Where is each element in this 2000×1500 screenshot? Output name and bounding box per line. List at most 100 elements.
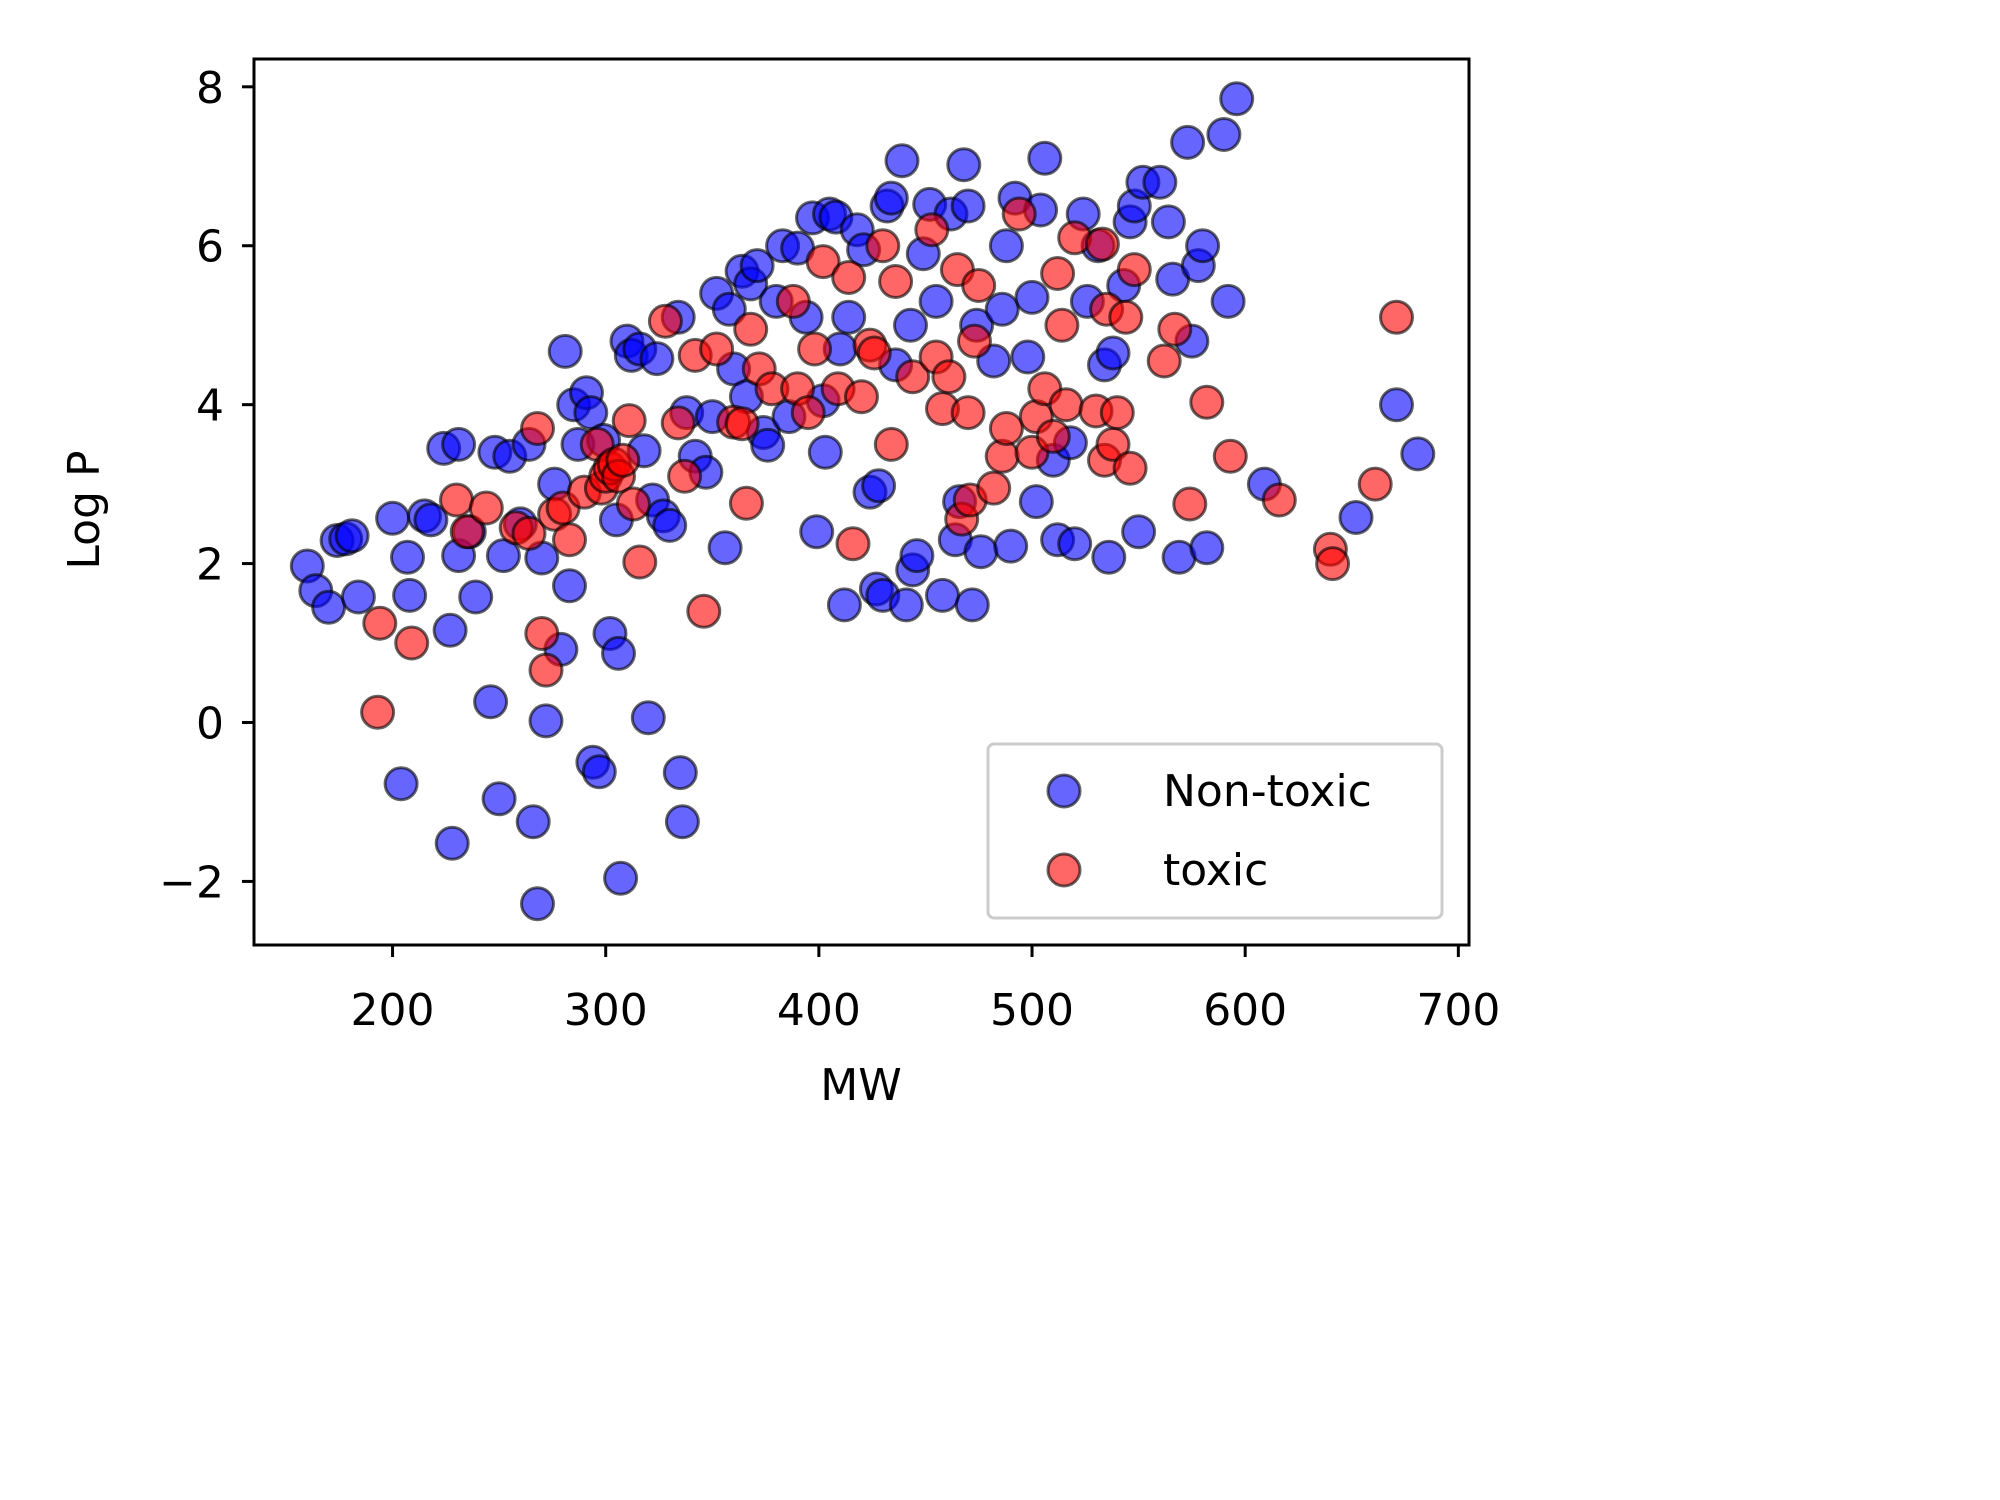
data-point bbox=[699, 331, 735, 367]
data-point bbox=[622, 544, 658, 580]
data-point bbox=[449, 514, 485, 550]
series-non-toxic bbox=[289, 81, 1436, 922]
data-point bbox=[976, 470, 1012, 506]
plot-frame bbox=[252, 57, 1471, 947]
data-point bbox=[1338, 500, 1374, 535]
data-point bbox=[750, 427, 786, 463]
legend-label-toxic: toxic bbox=[1163, 845, 1268, 896]
data-point bbox=[1084, 226, 1120, 262]
data-point bbox=[334, 518, 370, 554]
data-point bbox=[1040, 256, 1076, 291]
data-point bbox=[873, 180, 909, 216]
data-point bbox=[873, 426, 909, 462]
data-point bbox=[1150, 204, 1186, 240]
data-point bbox=[831, 260, 867, 295]
data-point bbox=[831, 299, 867, 335]
data-point bbox=[603, 860, 639, 896]
data-point bbox=[1099, 395, 1135, 431]
data-point bbox=[1044, 307, 1080, 343]
data-point bbox=[728, 485, 764, 521]
data-point bbox=[662, 755, 698, 791]
data-point bbox=[1379, 299, 1414, 335]
legend: Non-toxic toxic bbox=[986, 742, 1444, 920]
y-axis-title: Log P bbox=[59, 450, 110, 569]
data-point bbox=[1189, 384, 1225, 420]
data-point bbox=[1219, 81, 1255, 117]
data-point bbox=[383, 766, 419, 802]
scatter-chart: 200 300 400 500 600 700 −2 0 2 4 6 8 MW Log P Non-… bbox=[59, 57, 1501, 1111]
data-point bbox=[1027, 140, 1063, 176]
data-point bbox=[1379, 387, 1414, 423]
data-point bbox=[963, 534, 999, 570]
data-point bbox=[807, 434, 843, 470]
data-point bbox=[844, 379, 879, 415]
data-point bbox=[931, 359, 967, 395]
data-point bbox=[515, 804, 551, 840]
data-point bbox=[362, 605, 398, 641]
data-point bbox=[1014, 279, 1050, 315]
data-point bbox=[660, 405, 696, 441]
data-point bbox=[805, 244, 841, 280]
data-point bbox=[524, 616, 560, 651]
y-tick-label: −2 bbox=[159, 857, 224, 908]
data-point bbox=[888, 587, 924, 623]
data-point bbox=[394, 625, 430, 661]
data-point bbox=[1018, 484, 1054, 520]
data-point bbox=[733, 311, 769, 347]
data-point bbox=[458, 579, 494, 615]
data-point bbox=[1170, 124, 1206, 160]
data-point bbox=[1261, 482, 1297, 518]
data-point bbox=[432, 612, 468, 648]
legend-frame bbox=[986, 742, 1444, 920]
data-point bbox=[473, 684, 509, 720]
data-point bbox=[552, 522, 587, 558]
y-tick-label: 8 bbox=[196, 63, 224, 114]
data-point bbox=[790, 395, 826, 431]
x-tick-label: 500 bbox=[990, 985, 1074, 1036]
x-tick-label: 400 bbox=[777, 985, 861, 1036]
data-point bbox=[799, 514, 835, 550]
data-point bbox=[724, 406, 760, 442]
data-point bbox=[856, 335, 892, 371]
y-axis-ticks: −2 0 2 4 6 8 bbox=[159, 63, 254, 908]
data-point bbox=[1212, 438, 1248, 474]
data-point bbox=[893, 307, 928, 343]
data-point bbox=[925, 577, 960, 613]
data-point bbox=[1146, 343, 1182, 379]
data-point bbox=[1116, 252, 1152, 288]
data-point bbox=[630, 700, 666, 736]
data-point bbox=[413, 502, 449, 538]
data-point bbox=[360, 694, 396, 730]
y-tick-label: 4 bbox=[196, 381, 224, 432]
data-point bbox=[468, 490, 504, 526]
y-tick-label: 0 bbox=[196, 699, 224, 750]
data-point bbox=[993, 528, 1029, 564]
data-point bbox=[988, 228, 1024, 264]
x-tick-label: 200 bbox=[351, 985, 435, 1036]
x-tick-label: 700 bbox=[1416, 985, 1500, 1036]
data-point bbox=[392, 577, 428, 613]
data-point bbox=[1121, 514, 1157, 550]
data-point bbox=[311, 589, 347, 625]
data-point bbox=[950, 188, 986, 224]
data-point bbox=[605, 442, 641, 478]
data-point bbox=[439, 482, 474, 518]
series-toxic bbox=[360, 196, 1414, 730]
y-tick-label: 2 bbox=[196, 540, 224, 591]
data-point bbox=[711, 291, 747, 327]
data-point bbox=[984, 291, 1020, 327]
data-point bbox=[1095, 335, 1131, 371]
data-point bbox=[1091, 539, 1127, 575]
data-point bbox=[1357, 466, 1393, 502]
data-point bbox=[1112, 450, 1148, 486]
data-point bbox=[835, 526, 871, 562]
data-point bbox=[441, 426, 477, 462]
data-point bbox=[899, 538, 935, 574]
data-point bbox=[511, 515, 547, 551]
data-point bbox=[520, 411, 555, 446]
data-point bbox=[1001, 196, 1037, 232]
data-point bbox=[861, 468, 897, 504]
data-point bbox=[826, 587, 862, 623]
data-point bbox=[639, 341, 675, 377]
data-point bbox=[1189, 530, 1225, 566]
